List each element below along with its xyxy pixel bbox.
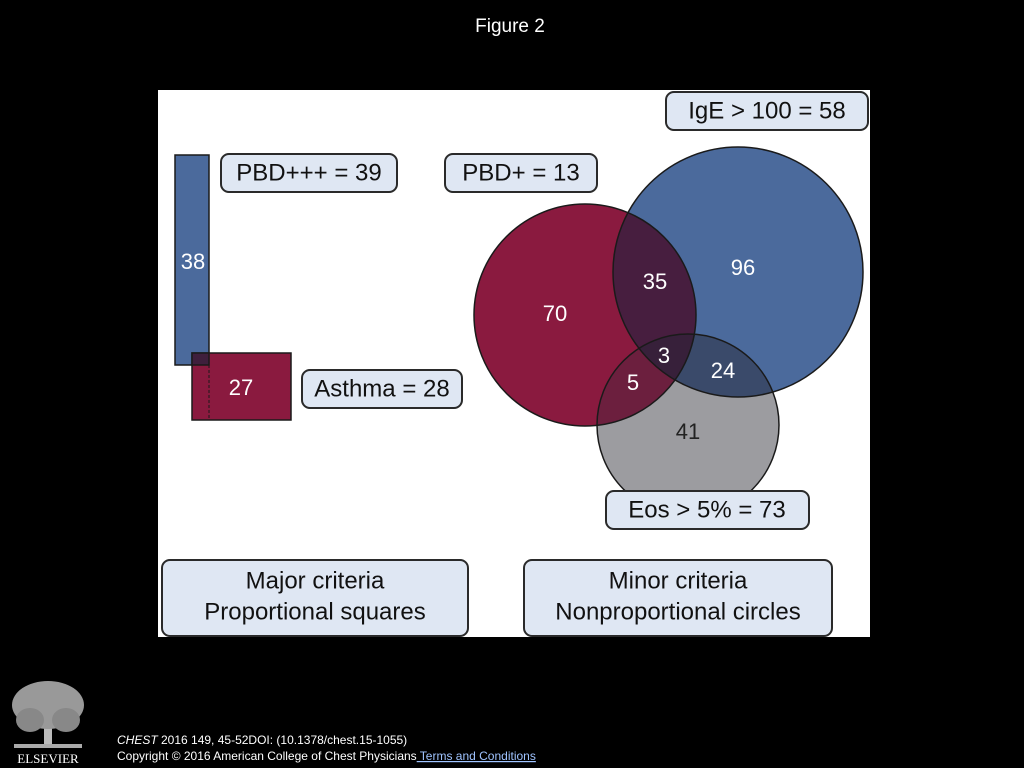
citation-text: 2016 149, 45-52DOI: (10.1378/chest.15-10… [158,733,408,747]
region-count: 27 [229,375,253,400]
asthma-square [191,352,292,421]
ige-outline [612,146,864,398]
terms-link[interactable]: Terms and Conditions [417,749,536,763]
label-box [665,91,869,131]
region-count: 96 [731,255,755,280]
region-count: 35 [643,269,667,294]
legend-box [523,559,833,637]
set-label: Asthma = 28 [314,375,449,402]
square-overlap [191,352,210,366]
set-label: Eos > 5% = 73 [628,496,785,523]
legend-text: Minor criteria [609,567,748,594]
region-count: 24 [711,358,735,383]
citation: CHEST 2016 149, 45-52DOI: (10.1378/chest… [117,733,407,747]
publisher-name: ELSEVIER [17,751,79,766]
label-box [220,153,398,193]
label-box [444,153,598,193]
set-label: PBD+++ = 39 [236,159,381,186]
legend-text: Major criteria [246,567,385,594]
region-count: 3 [658,343,670,368]
region-count: 70 [543,301,567,326]
set-label: PBD+ = 13 [462,159,579,186]
legend-text: Proportional squares [204,598,425,625]
pbd1-outline [473,203,697,427]
slide-title: Figure 2 [475,16,545,37]
region-count: 41 [676,419,700,444]
journal: CHEST [117,733,159,747]
label-box [605,490,810,530]
publisher-logo [12,681,84,748]
copyright: Copyright © 2016 American College of Che… [117,749,536,763]
region-count: 5 [627,370,639,395]
legend-text: Nonproportional circles [555,598,800,625]
region-count: 38 [181,249,205,274]
label-box [301,369,463,409]
legend-box [161,559,469,637]
set-label: IgE > 100 = 58 [688,97,845,124]
copyright-text: Copyright © 2016 American College of Che… [117,749,417,763]
